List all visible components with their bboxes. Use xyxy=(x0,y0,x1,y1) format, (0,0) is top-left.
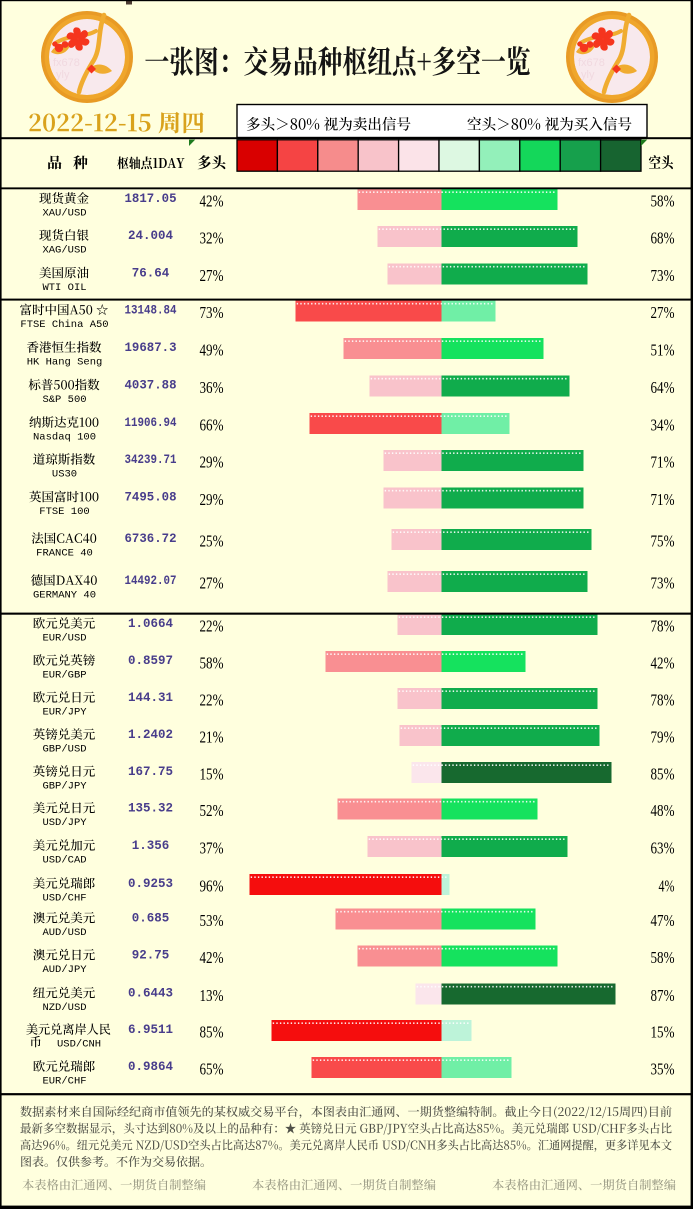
svg-text:73%: 73% xyxy=(651,266,675,285)
svg-text:S&P 500: S&P 500 xyxy=(42,394,86,406)
svg-text:EUR/JPY: EUR/JPY xyxy=(42,706,87,718)
svg-text:15%: 15% xyxy=(651,1022,675,1041)
svg-text:48%: 48% xyxy=(651,801,675,820)
svg-text:1.2402: 1.2402 xyxy=(128,728,173,742)
svg-text:34%: 34% xyxy=(651,415,675,434)
svg-text:27%: 27% xyxy=(651,303,675,322)
svg-text:135.32: 135.32 xyxy=(128,801,173,815)
svg-text:13%: 13% xyxy=(200,986,224,1005)
svg-text:0.8597: 0.8597 xyxy=(128,654,173,668)
svg-text:73%: 73% xyxy=(200,303,224,322)
svg-text:58%: 58% xyxy=(200,653,224,672)
svg-text:58%: 58% xyxy=(651,191,675,210)
svg-text:66%: 66% xyxy=(200,415,224,434)
svg-text:AUD/USD: AUD/USD xyxy=(42,927,86,939)
svg-text:144.31: 144.31 xyxy=(128,691,173,705)
svg-text:22%: 22% xyxy=(200,616,224,635)
svg-text:XAG/USD: XAG/USD xyxy=(42,244,86,256)
svg-text:HK Hang Seng: HK Hang Seng xyxy=(27,356,103,368)
svg-text:76.64: 76.64 xyxy=(132,266,170,280)
svg-text:71%: 71% xyxy=(651,452,675,471)
svg-text:FTSE 100: FTSE 100 xyxy=(39,506,89,518)
svg-text:25%: 25% xyxy=(200,531,224,550)
svg-text:35%: 35% xyxy=(651,1059,675,1078)
svg-text:24.004: 24.004 xyxy=(128,229,173,243)
svg-text:FRANCE 40: FRANCE 40 xyxy=(36,547,93,559)
svg-text:22%: 22% xyxy=(200,690,224,709)
svg-text:EUR/GBP: EUR/GBP xyxy=(42,669,86,681)
svg-text:GBP/JPY: GBP/JPY xyxy=(42,780,87,792)
svg-text:6.9511: 6.9511 xyxy=(128,1023,173,1037)
svg-text:0.6443: 0.6443 xyxy=(128,986,173,1000)
svg-text:13148.84: 13148.84 xyxy=(125,303,177,317)
svg-text:32%: 32% xyxy=(200,228,224,247)
svg-text:1.356: 1.356 xyxy=(132,839,170,853)
svg-text:XAU/USD: XAU/USD xyxy=(42,207,86,219)
svg-text:15%: 15% xyxy=(200,764,224,783)
svg-text:0.9253: 0.9253 xyxy=(128,877,173,891)
svg-text:14492.07: 14492.07 xyxy=(125,574,177,588)
svg-text:AUD/JPY: AUD/JPY xyxy=(42,964,87,976)
svg-text:6736.72: 6736.72 xyxy=(125,532,177,546)
svg-text:79%: 79% xyxy=(651,727,675,746)
svg-text:1.0664: 1.0664 xyxy=(128,617,173,631)
svg-text:52%: 52% xyxy=(200,801,224,820)
svg-text:85%: 85% xyxy=(200,1022,224,1041)
svg-text:73%: 73% xyxy=(651,573,675,592)
svg-text:4%: 4% xyxy=(659,876,675,895)
svg-text:42%: 42% xyxy=(200,191,224,210)
svg-text:27%: 27% xyxy=(200,266,224,285)
svg-text:4037.88: 4037.88 xyxy=(125,378,177,392)
svg-text:27%: 27% xyxy=(200,573,224,592)
svg-text:68%: 68% xyxy=(651,228,675,247)
svg-text:58%: 58% xyxy=(651,948,675,967)
svg-text:51%: 51% xyxy=(651,340,675,359)
svg-text:11906.94: 11906.94 xyxy=(125,416,177,430)
svg-text:64%: 64% xyxy=(651,378,675,397)
svg-text:FTSE China A50: FTSE China A50 xyxy=(20,319,108,331)
svg-text:USD/CNH: USD/CNH xyxy=(57,1038,101,1050)
svg-text:USD/JPY: USD/JPY xyxy=(42,817,87,829)
svg-text:71%: 71% xyxy=(651,490,675,509)
svg-text:34239.71: 34239.71 xyxy=(125,453,177,467)
svg-text:WTI OIL: WTI OIL xyxy=(42,282,86,294)
svg-text:EUR/USD: EUR/USD xyxy=(42,632,86,644)
svg-text:21%: 21% xyxy=(200,727,224,746)
svg-text:US30: US30 xyxy=(52,468,77,480)
svg-text:0.9864: 0.9864 xyxy=(128,1060,173,1074)
svg-text:NZD/USD: NZD/USD xyxy=(42,1002,86,1014)
svg-text:96%: 96% xyxy=(200,876,224,895)
svg-text:GBP/USD: GBP/USD xyxy=(42,743,86,755)
svg-text:78%: 78% xyxy=(651,690,675,709)
svg-text:1817.05: 1817.05 xyxy=(125,192,177,206)
svg-text:65%: 65% xyxy=(200,1059,224,1078)
svg-text:EUR/CHF: EUR/CHF xyxy=(42,1075,86,1087)
svg-text:42%: 42% xyxy=(651,653,675,672)
svg-text:63%: 63% xyxy=(651,838,675,857)
svg-text:75%: 75% xyxy=(651,531,675,550)
svg-text:78%: 78% xyxy=(651,616,675,635)
svg-text:GERMANY 40: GERMANY 40 xyxy=(33,589,96,601)
svg-text:53%: 53% xyxy=(200,911,224,930)
svg-text:42%: 42% xyxy=(200,948,224,967)
svg-text:0.685: 0.685 xyxy=(132,911,170,925)
svg-text:92.75: 92.75 xyxy=(132,948,170,962)
svg-text:49%: 49% xyxy=(200,340,224,359)
svg-text:19687.3: 19687.3 xyxy=(125,341,177,355)
svg-text:167.75: 167.75 xyxy=(128,765,173,779)
svg-text:7495.08: 7495.08 xyxy=(125,490,177,504)
svg-text:USD/CAD: USD/CAD xyxy=(42,854,86,866)
svg-text:87%: 87% xyxy=(651,986,675,1005)
svg-text:Nasdaq 100: Nasdaq 100 xyxy=(33,431,96,443)
svg-text:USD/CHF: USD/CHF xyxy=(42,892,86,904)
svg-text:29%: 29% xyxy=(200,490,224,509)
svg-text:37%: 37% xyxy=(200,838,224,857)
svg-text:36%: 36% xyxy=(200,378,224,397)
svg-text:47%: 47% xyxy=(651,911,675,930)
svg-text:85%: 85% xyxy=(651,764,675,783)
svg-text:29%: 29% xyxy=(200,452,224,471)
